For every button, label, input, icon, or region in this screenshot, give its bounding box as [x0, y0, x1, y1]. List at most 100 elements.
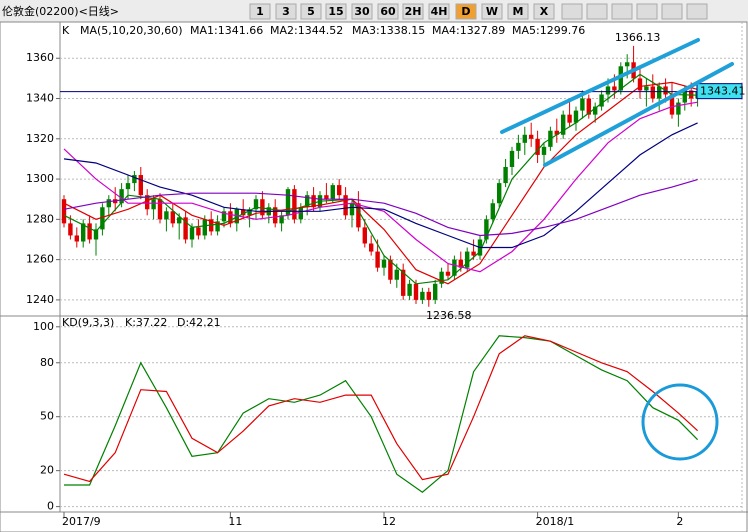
candle-body: [650, 86, 655, 99]
toolbar-icon[interactable]: [686, 3, 708, 20]
candle-body: [452, 259, 457, 276]
toolbar-icon[interactable]: [586, 3, 608, 20]
toolbar-button[interactable]: [481, 3, 503, 20]
toolbar-icon[interactable]: [611, 3, 633, 20]
toolbar-button-label: 60: [380, 5, 396, 18]
toolbar-button-label: 30: [354, 5, 370, 18]
y-tick-label: 20: [40, 464, 54, 477]
candle-body: [119, 189, 124, 204]
toolbar-button[interactable]: [325, 3, 347, 20]
toolbar-button[interactable]: [533, 3, 555, 20]
legend-entry: MA4:1327.89: [432, 24, 505, 37]
x-tick-label: 12: [382, 515, 396, 528]
candle-body: [554, 130, 559, 135]
toolbar-button[interactable]: [249, 3, 271, 20]
panel-subtitle: MA(5,10,20,30,60): [80, 24, 183, 37]
candle-body: [676, 102, 681, 115]
y-tick-label: 1240: [26, 293, 54, 306]
candle-body: [388, 259, 393, 280]
y-tick-label: 1320: [26, 132, 54, 145]
toolbar-button[interactable]: [300, 3, 322, 20]
candle-body: [458, 259, 463, 268]
candle-body: [484, 219, 489, 240]
toolbar-title: 伦敦金(02200)<日线>: [2, 4, 119, 18]
toolbar-button[interactable]: [507, 3, 529, 20]
toolbar-button[interactable]: [428, 3, 450, 20]
toolbar-button-label: 2H: [405, 5, 422, 18]
candle-body: [394, 269, 399, 280]
toolbar-button[interactable]: [377, 3, 399, 20]
candle-body: [413, 283, 419, 300]
series-line: [63, 81, 698, 285]
candle-body: [298, 207, 303, 220]
toolbar-icon[interactable]: [661, 3, 683, 20]
candle-body: [164, 211, 169, 220]
candle-body: [356, 203, 361, 228]
y-tick-label: 1260: [26, 253, 54, 266]
candle-body: [157, 199, 163, 220]
toolbar-button-label: 5: [307, 5, 315, 18]
candle-body: [612, 86, 617, 91]
candle-body: [324, 195, 329, 200]
candle-body: [644, 86, 649, 91]
toolbar-button-label: 3: [282, 5, 290, 18]
candle-body: [106, 199, 111, 208]
series-line: [63, 101, 698, 273]
low-label: 1236.58: [426, 309, 472, 322]
x-tick-label: 2018/1: [536, 515, 575, 528]
candle-body: [599, 94, 604, 107]
highlight-circle: [641, 383, 719, 461]
candle-body: [516, 142, 521, 151]
candle-body: [381, 259, 387, 268]
y-tick-label: 1360: [26, 51, 54, 64]
candle-body: [260, 199, 265, 216]
candle-body: [247, 209, 252, 216]
toolbar-icon[interactable]: [636, 3, 658, 20]
candle-body: [170, 211, 175, 224]
y-tick-label: 80: [40, 356, 54, 369]
candle-body: [535, 138, 540, 155]
candle-body: [330, 185, 335, 200]
candle-body: [471, 251, 476, 256]
toolbar-button[interactable]: [402, 3, 424, 20]
candle-body: [656, 86, 662, 99]
toolbar-button[interactable]: [275, 3, 297, 20]
candle-body: [605, 86, 611, 95]
y-tick-label: 1340: [26, 92, 54, 105]
candle-body: [400, 269, 406, 296]
candle-body: [228, 211, 233, 224]
candle-body: [580, 98, 585, 111]
candle-body: [439, 271, 444, 284]
candle-body: [432, 283, 438, 300]
candle-body: [132, 175, 137, 184]
candle-body: [503, 166, 508, 184]
high-label: 1366.13: [615, 31, 661, 44]
toolbar-button[interactable]: [351, 3, 373, 20]
toolbar-icon[interactable]: [561, 3, 583, 20]
candle-body: [592, 106, 598, 115]
candle-body: [490, 203, 495, 220]
candle-body: [682, 90, 687, 103]
toolbar-button-label: D: [461, 5, 470, 18]
panel-title: KD(9,3,3): [62, 316, 114, 329]
candle-body: [407, 283, 412, 296]
toolbar: [0, 0, 748, 22]
legend-entry: MA5:1299.76: [512, 24, 585, 37]
x-tick-label: 2: [676, 515, 683, 528]
trend-channel-lower: [543, 62, 734, 167]
candle-body: [292, 189, 297, 220]
candle-body: [464, 251, 470, 268]
candle-body: [80, 223, 86, 242]
toolbar-button-label: X: [540, 5, 549, 18]
candle-body: [176, 217, 182, 224]
legend-entry: MA3:1338.15: [352, 24, 425, 37]
toolbar-button[interactable]: [455, 3, 477, 20]
series-line: [63, 122, 698, 249]
y-tick-label: 50: [40, 410, 54, 423]
candle-body: [221, 211, 227, 222]
legend-entry: D:42.21: [177, 316, 221, 329]
trend-channel-upper: [500, 38, 700, 134]
candle-body: [375, 251, 380, 268]
candle-body: [560, 114, 566, 135]
